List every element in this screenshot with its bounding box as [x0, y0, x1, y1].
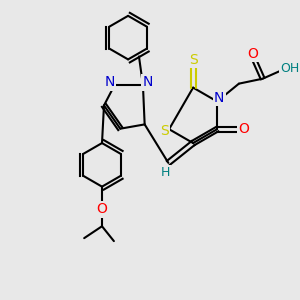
Text: S: S [189, 53, 197, 67]
Text: O: O [247, 47, 258, 61]
Text: S: S [160, 124, 169, 138]
Text: OH: OH [280, 62, 299, 75]
Text: N: N [214, 91, 224, 104]
Text: N: N [143, 75, 153, 89]
Text: N: N [104, 75, 115, 89]
Text: O: O [238, 122, 249, 136]
Text: O: O [97, 202, 107, 216]
Text: H: H [161, 166, 170, 179]
